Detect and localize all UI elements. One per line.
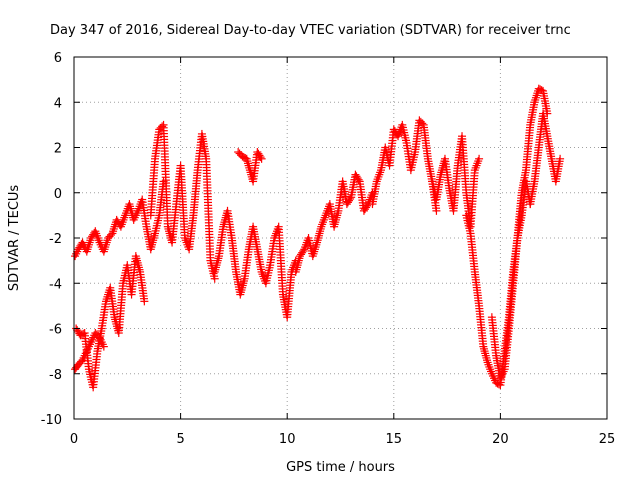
x-tick-label: 25 — [599, 432, 616, 447]
x-tick-label: 5 — [176, 432, 184, 447]
y-tick-label: -8 — [49, 368, 62, 383]
data-point — [99, 342, 108, 351]
y-tick-label: 2 — [54, 142, 62, 157]
x-tick-label: 15 — [386, 432, 403, 447]
data-points — [71, 84, 565, 392]
data-point — [537, 86, 546, 95]
y-axis-ticks: -10 -8 -6 -4 -2 0 2 4 6 — [41, 51, 607, 428]
x-tick-label: 0 — [70, 432, 78, 447]
x-axis-label: GPS time / hours — [286, 460, 395, 475]
data-point — [475, 154, 484, 163]
data-point — [140, 297, 149, 306]
data-point — [299, 247, 308, 256]
data-point — [363, 201, 372, 210]
y-tick-label: 4 — [54, 96, 62, 111]
data-point — [79, 329, 88, 338]
y-tick-label: -6 — [49, 323, 62, 338]
data-point — [556, 154, 565, 163]
y-tick-label: -10 — [41, 413, 62, 428]
y-tick-label: 0 — [54, 187, 62, 202]
y-axis-label: SDTVAR / TECUs — [7, 185, 22, 292]
data-point — [432, 206, 441, 215]
data-point — [158, 122, 167, 131]
data-point — [354, 175, 363, 184]
x-tick-label: 10 — [279, 432, 296, 447]
data-point — [210, 274, 219, 283]
x-tick-label: 20 — [492, 432, 509, 447]
chart-title: Day 347 of 2016, Sidereal Day-to-day VTE… — [50, 23, 571, 38]
data-point — [257, 154, 266, 163]
y-tick-label: -2 — [49, 232, 62, 247]
data-point — [494, 380, 503, 389]
x-axis-ticks: 0 5 10 15 20 25 — [70, 57, 615, 447]
y-tick-label: -4 — [49, 277, 62, 292]
y-tick-label: 6 — [54, 51, 62, 66]
data-point — [418, 119, 427, 128]
data-point — [346, 194, 355, 203]
data-point — [256, 153, 265, 162]
